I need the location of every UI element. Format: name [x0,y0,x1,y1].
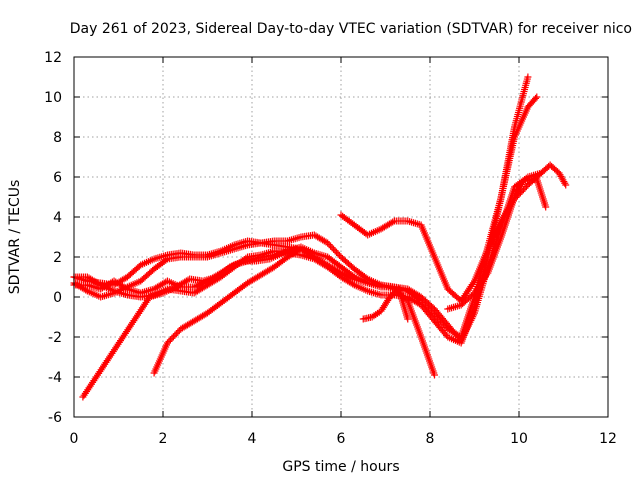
x-tick-label: 12 [599,431,617,447]
x-axis-label: GPS time / hours [282,459,399,475]
x-tick-label: 6 [337,431,346,447]
x-tick-label: 2 [159,431,168,447]
y-tick-label: 8 [53,130,62,146]
series-markers [79,245,300,401]
x-tick-label: 10 [510,431,528,447]
data-series [70,73,570,401]
series-markers [150,245,438,379]
y-tick-label: 0 [53,290,62,306]
series-arc-h [359,285,412,323]
x-tick-label: 8 [426,431,435,447]
series-arc-i [444,175,550,313]
series-arc-e [79,245,300,401]
y-tick-label: -2 [48,330,62,346]
x-tick-label: 0 [70,431,79,447]
chart-title: Day 261 of 2023, Sidereal Day-to-day VTE… [70,21,632,37]
series-markers [70,93,541,341]
x-tick-label: 4 [248,431,257,447]
series-markers [359,285,412,323]
y-tick-label: -4 [48,370,62,386]
y-tick-label: 12 [44,50,62,66]
y-tick-label: 4 [53,210,62,226]
y-tick-label: -6 [48,410,62,426]
series-arc-f [150,245,438,379]
y-tick-label: 10 [44,90,62,106]
series-arc-b [70,93,541,341]
y-axis-label: SDTVAR / TECUs [7,180,23,295]
series-markers [444,175,550,313]
y-tick-label: 2 [53,250,62,266]
y-tick-label: 6 [53,170,62,186]
axes: 0 2 4 6 8 10 12 -6 -4 -2 0 2 4 6 8 10 12 [44,50,617,447]
